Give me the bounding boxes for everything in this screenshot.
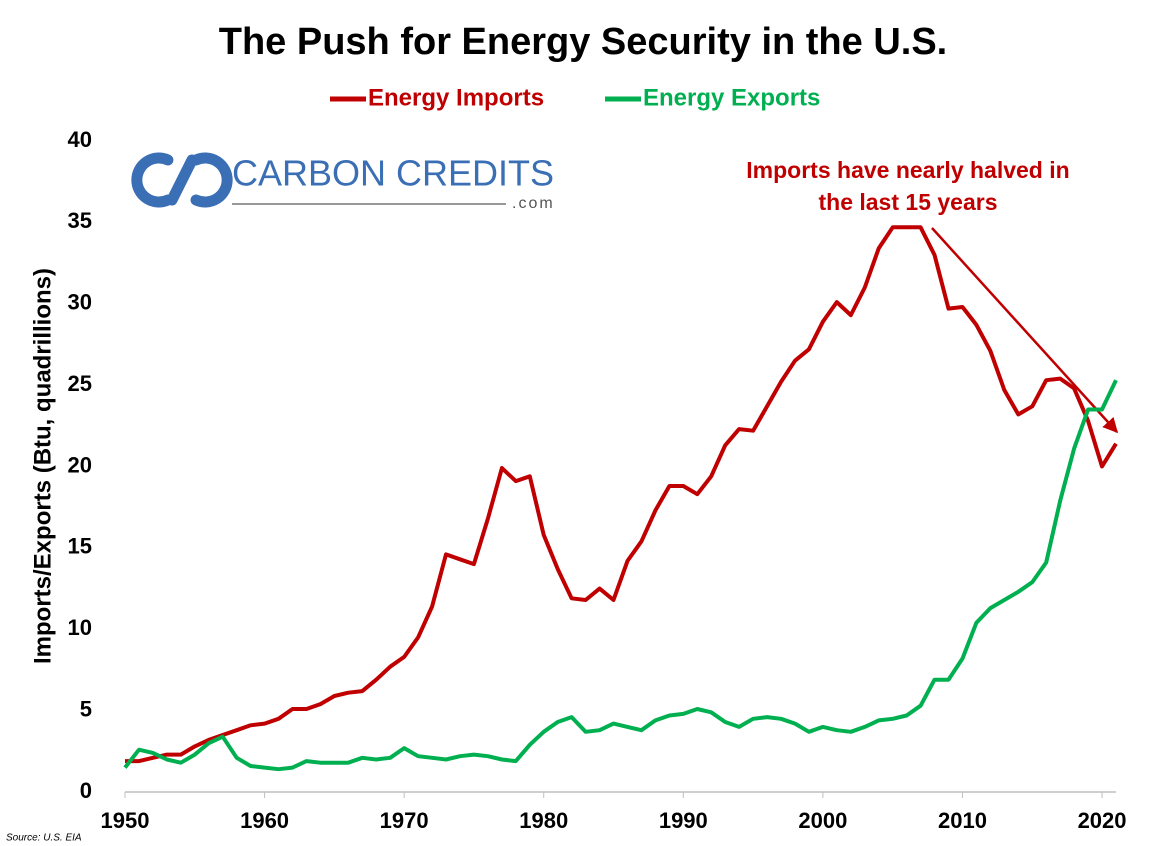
y-tick-label: 25: [68, 371, 92, 396]
annotation: Imports have nearly halved in the last 15…: [746, 157, 1069, 215]
y-tick-label: 10: [68, 615, 92, 640]
x-tick-label: 2000: [798, 808, 847, 833]
logo-icon: [131, 152, 233, 208]
legend-label: Energy Imports: [368, 84, 544, 111]
x-tick-label: 2010: [938, 808, 987, 833]
line-series: [123, 379, 1118, 772]
logo-text: CARBON CREDITS: [232, 153, 554, 194]
chart-title: The Push for Energy Security in the U.S.: [219, 21, 947, 63]
x-tick-label: 1960: [240, 808, 289, 833]
y-tick-label: 15: [68, 534, 92, 559]
y-tick-label: 20: [68, 452, 92, 477]
line-series: [125, 225, 1118, 764]
y-tick-label: 35: [68, 208, 92, 233]
y-tick-label: 40: [68, 127, 92, 152]
y-tick-label: 5: [80, 696, 92, 721]
x-tick-label: 1990: [659, 808, 708, 833]
y-tick-label: 30: [68, 290, 92, 315]
annotation-arrow: [931, 227, 1119, 434]
legend-label: Energy Exports: [643, 84, 820, 111]
logo-suffix: .com: [512, 195, 555, 212]
y-axis-label: Imports/Exports (Btu, quadrillions): [29, 268, 56, 664]
logo: CARBON CREDITS .com: [131, 152, 555, 212]
x-tick-label: 1980: [519, 808, 568, 833]
source: Source: U.S. EIA: [6, 833, 82, 844]
y-tick-label: 0: [80, 778, 92, 803]
x-tick-label: 1950: [101, 808, 150, 833]
x-tick-label: 1970: [380, 808, 429, 833]
x-tick-label: 2020: [1078, 808, 1127, 833]
